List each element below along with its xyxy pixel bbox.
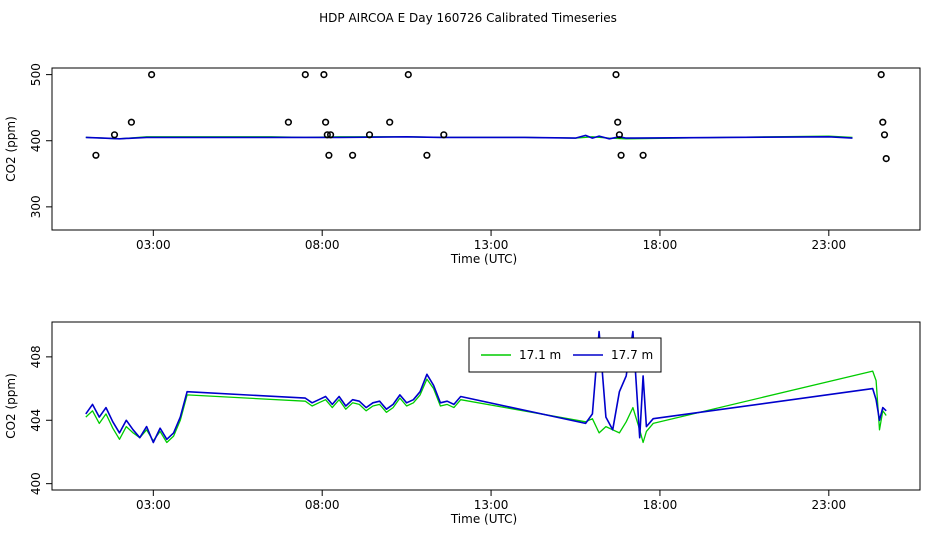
plot-frame	[51, 321, 921, 491]
data-point	[92, 151, 100, 159]
data-point	[423, 151, 431, 159]
x-axis-label: Time (UTC)	[450, 252, 517, 266]
bottom-panel-zoomed: 03:00 08:00 13:00 18:00 23:00 400 404 408 Time (…	[4, 321, 921, 526]
data-point	[327, 131, 335, 139]
series-line-2	[85, 134, 853, 140]
y-tick-label: 408	[29, 345, 43, 368]
data-point	[349, 151, 357, 159]
plot-frame	[51, 67, 921, 231]
legend-label-1: 17.1 m	[519, 348, 561, 362]
x-tick-label: 13:00	[474, 238, 509, 252]
y-tick-label: 400	[29, 472, 43, 495]
data-point	[323, 131, 331, 139]
data-point	[322, 118, 330, 126]
data-point	[365, 131, 374, 139]
data-point	[148, 70, 156, 79]
x-tick-label: 03:00	[136, 498, 171, 512]
x-tick-label: 23:00	[812, 498, 847, 512]
x-tick-label: 03:00	[136, 238, 171, 252]
x-tick-label: 08:00	[305, 238, 340, 252]
data-point	[614, 118, 622, 126]
data-point	[110, 131, 119, 139]
y-tick-label: 500	[29, 63, 43, 86]
x-tick-label: 08:00	[305, 498, 340, 512]
data-point	[320, 70, 328, 79]
legend-label-2: 17.7 m	[611, 348, 653, 362]
data-point	[440, 131, 448, 139]
data-point	[386, 118, 394, 126]
y-tick-label: 300	[29, 195, 43, 218]
x-tick-label: 23:00	[812, 238, 847, 252]
plot-area	[85, 70, 890, 163]
x-tick-label: 18:00	[643, 498, 678, 512]
figure-title: HDP AIRCOA E Day 160726 Calibrated Times…	[319, 11, 617, 25]
x-tick-label: 18:00	[643, 238, 678, 252]
data-point	[615, 131, 624, 139]
y-tick-label: 404	[29, 409, 43, 432]
data-point	[882, 155, 890, 163]
data-point	[404, 70, 412, 79]
x-axis-label: Time (UTC)	[450, 512, 517, 526]
data-point	[284, 118, 293, 126]
legend: 17.1 m 17.7 m	[468, 337, 662, 373]
data-point	[639, 151, 647, 159]
data-point	[880, 131, 889, 139]
y-axis-label: CO2 (ppm)	[4, 373, 18, 439]
data-point	[612, 70, 620, 79]
data-point	[127, 118, 135, 126]
data-point	[879, 118, 887, 126]
y-tick-label: 400	[29, 129, 43, 152]
y-axis-label: CO2 (ppm)	[4, 116, 18, 182]
data-point	[325, 151, 333, 159]
data-point	[617, 151, 625, 159]
data-point	[877, 70, 885, 79]
x-tick-label: 13:00	[474, 498, 509, 512]
top-panel-full-range: 03:00 08:00 13:00 18:00 23:00 300 400 500 Time (…	[4, 63, 921, 266]
data-point	[301, 70, 309, 79]
